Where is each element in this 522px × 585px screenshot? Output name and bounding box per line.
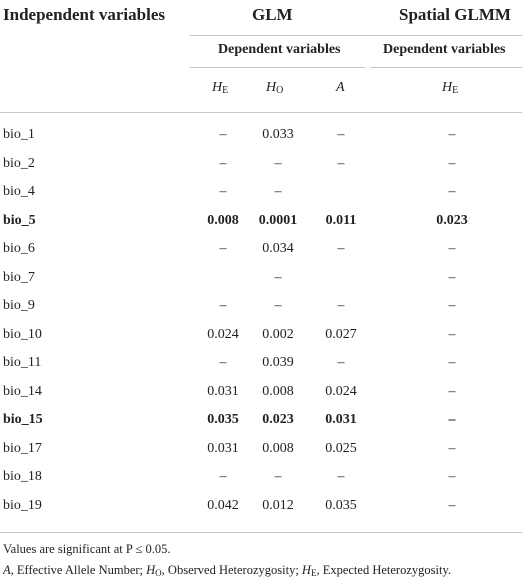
cell-ho: 0.008 [262, 440, 294, 456]
row-label: bio_19 [3, 497, 42, 513]
row-label: bio_6 [3, 241, 35, 256]
cell-a: – [337, 155, 345, 171]
row-label: bio_14 [3, 383, 42, 399]
cell-a: 0.035 [325, 497, 357, 513]
cell-ho: 0.008 [262, 383, 294, 399]
cell-he: 0.031 [207, 383, 239, 399]
table-row: bio_6 – 0.034 – – [0, 231, 522, 267]
col-header-ho: HO [266, 80, 284, 96]
table-row: bio_1 – 0.033 – – [0, 117, 522, 153]
cell-a: – [337, 469, 345, 484]
row-label: bio_10 [3, 326, 42, 342]
cell-a: – [337, 298, 345, 313]
cell-a: 0.031 [325, 412, 357, 427]
cell-spatial-he: – [448, 440, 456, 456]
row-label: bio_1 [3, 127, 35, 142]
cell-a: – [337, 355, 345, 370]
row-label: bio_4 [3, 184, 35, 199]
cell-he: – [219, 241, 227, 256]
cell-he: 0.024 [207, 326, 239, 342]
table-row: bio_7 – – [0, 260, 522, 296]
cell-a: 0.024 [325, 383, 357, 399]
col-header-spatial-he: HE [442, 80, 459, 96]
table-row: bio_19 0.042 0.012 0.035 – [0, 488, 522, 524]
cell-spatial-he: – [448, 383, 456, 399]
cell-ho: – [274, 298, 282, 313]
cell-he: – [219, 184, 227, 199]
cell-spatial-he: – [448, 127, 456, 142]
cell-he: – [219, 127, 227, 142]
cell-a: – [337, 127, 345, 142]
cell-a: – [337, 241, 345, 256]
table-row: bio_14 0.031 0.008 0.024 – [0, 374, 522, 410]
row-label: bio_5 [3, 212, 36, 228]
cell-he: 0.031 [207, 440, 239, 456]
cell-spatial-he: – [448, 269, 456, 285]
rule-under-dependent-glm [190, 67, 365, 68]
table-row: bio_18 – – – – [0, 459, 522, 495]
cell-spatial-he: 0.023 [436, 212, 468, 228]
cell-ho: 0.002 [262, 326, 294, 342]
rule-under-header [0, 112, 522, 113]
cell-spatial-he: – [448, 155, 456, 171]
rule-table-bottom [0, 532, 522, 533]
cell-spatial-he: – [448, 412, 456, 427]
subheader-dependent-glm: Dependent variables [218, 42, 341, 57]
subheader-dependent-spatial: Dependent variables [383, 42, 506, 57]
cell-he: 0.035 [207, 412, 239, 427]
table-row: bio_15 0.035 0.023 0.031 – [0, 402, 522, 438]
cell-a: 0.025 [325, 440, 357, 456]
row-label: bio_17 [3, 440, 42, 456]
cell-ho: 0.033 [262, 127, 294, 142]
cell-spatial-he: – [448, 298, 456, 313]
header-independent-variables: Independent variables [3, 5, 165, 24]
cell-he: 0.008 [207, 212, 239, 228]
cell-spatial-he: – [448, 355, 456, 370]
cell-spatial-he: – [448, 469, 456, 484]
row-label: bio_18 [3, 469, 42, 484]
col-header-a: A [336, 80, 345, 95]
row-label: bio_11 [3, 355, 42, 370]
table-row: bio_9 – – – – [0, 288, 522, 324]
footnote-significance: Values are significant at P ≤ 0.05. [3, 542, 171, 556]
cell-ho: 0.0001 [258, 212, 298, 228]
table-row: bio_17 0.031 0.008 0.025 – [0, 431, 522, 467]
rule-under-dependent-spatial [370, 67, 522, 68]
row-label: bio_15 [3, 412, 43, 427]
cell-ho: – [274, 269, 282, 285]
header-spatial-glmm: Spatial GLMM [399, 5, 511, 24]
row-label: bio_9 [3, 298, 35, 313]
cell-a: 0.027 [325, 326, 357, 342]
cell-ho: 0.039 [262, 355, 294, 370]
cell-ho: 0.012 [262, 497, 294, 513]
cell-he: – [219, 298, 227, 313]
table-row: bio_4 – – – [0, 174, 522, 210]
col-header-he: HE [212, 80, 229, 96]
footnote-abbreviations: A, Effective Allele Number; HO, Observed… [3, 563, 452, 578]
cell-ho: 0.034 [262, 241, 294, 256]
row-label: bio_7 [3, 269, 35, 285]
table-row: bio_5 0.008 0.0001 0.011 0.023 [0, 203, 522, 239]
cell-spatial-he: – [448, 241, 456, 256]
cell-he: – [219, 355, 227, 370]
cell-ho: – [274, 469, 282, 484]
rule-under-groups [190, 35, 522, 36]
cell-ho: 0.023 [262, 412, 294, 427]
cell-a: 0.011 [325, 212, 357, 228]
table-row: bio_11 – 0.039 – – [0, 345, 522, 381]
header-glm: GLM [252, 5, 293, 24]
cell-spatial-he: – [448, 326, 456, 342]
table-row: bio_10 0.024 0.002 0.027 – [0, 317, 522, 353]
cell-ho: – [274, 184, 282, 199]
cell-spatial-he: – [448, 497, 456, 513]
cell-he: – [219, 155, 227, 171]
cell-he: – [219, 469, 227, 484]
cell-spatial-he: – [448, 184, 456, 199]
cell-ho: – [274, 155, 282, 171]
row-label: bio_2 [3, 155, 35, 171]
table-row: bio_2 – – – – [0, 146, 522, 182]
cell-he: 0.042 [207, 497, 239, 513]
